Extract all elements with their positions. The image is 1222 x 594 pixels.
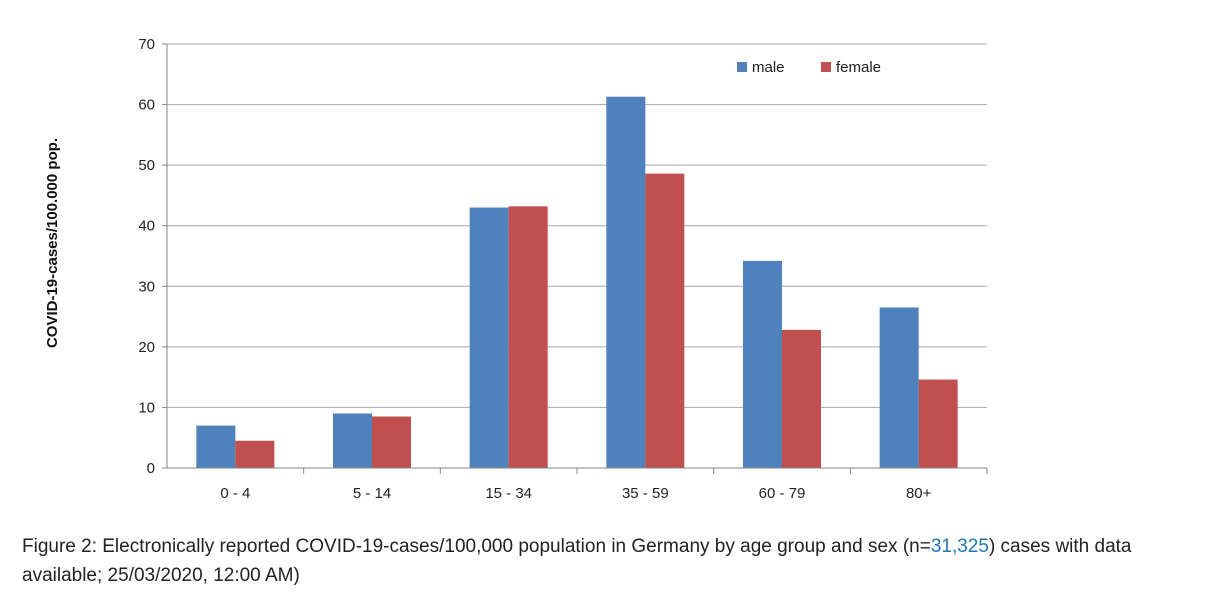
legend-label-male: male [752, 59, 785, 76]
caption-n-value: 31,325 [930, 536, 989, 557]
gridlines [167, 43, 987, 408]
bar-male-1 [333, 413, 372, 468]
y-tick-label: 40 [138, 218, 155, 235]
figure-caption: Figure 2: Electronically reported COVID-… [22, 532, 1217, 590]
x-tick-labels: 0 - 4 5 - 14 15 - 34 35 - 59 60 - 79 80+ [220, 485, 931, 502]
y-tick-label: 0 [147, 460, 155, 477]
y-axis-label: COVID-19-cases/100.000 pop. [44, 138, 61, 348]
axes [162, 43, 988, 474]
y-tick-label: 20 [138, 339, 155, 356]
y-tick-labels: 0 10 20 30 40 50 60 70 [138, 36, 155, 477]
legend-swatch-male [737, 62, 747, 72]
bar-female-3 [645, 173, 685, 468]
legend-label-female: female [836, 59, 881, 76]
x-tick-label: 5 - 14 [353, 485, 391, 502]
bar-male-3 [606, 96, 646, 468]
bar-female-1 [372, 416, 411, 468]
x-tick-label: 60 - 79 [759, 485, 806, 502]
y-tick-label: 30 [138, 278, 155, 295]
y-tick-label: 60 [138, 97, 155, 114]
bar-chart: 0 10 20 30 40 50 60 70 0 - 4 5 - 14 15 - 34 35 - 5… [44, 36, 988, 502]
bar-male-4 [743, 260, 782, 468]
x-tick-label: 15 - 34 [485, 485, 532, 502]
x-tick-label: 35 - 59 [622, 485, 669, 502]
y-tick-label: 10 [138, 399, 155, 416]
x-tick-label: 80+ [906, 485, 932, 502]
bar-male-0 [196, 425, 236, 468]
legend: male female [737, 59, 881, 76]
bar-male-5 [879, 307, 919, 468]
caption-suffix: ) cases with data available; 25/03/2020,… [22, 536, 1132, 586]
bars [196, 96, 958, 469]
y-tick-label: 50 [138, 157, 155, 174]
bar-female-2 [508, 206, 548, 468]
bar-female-0 [235, 440, 275, 468]
x-tick-label: 0 - 4 [220, 485, 250, 502]
bar-female-5 [918, 379, 958, 468]
caption-prefix: Figure 2: Electronically reported COVID-… [22, 536, 931, 557]
legend-swatch-female [821, 62, 831, 72]
bar-female-4 [782, 329, 821, 468]
y-tick-label: 70 [138, 36, 155, 53]
bar-male-2 [469, 207, 509, 469]
